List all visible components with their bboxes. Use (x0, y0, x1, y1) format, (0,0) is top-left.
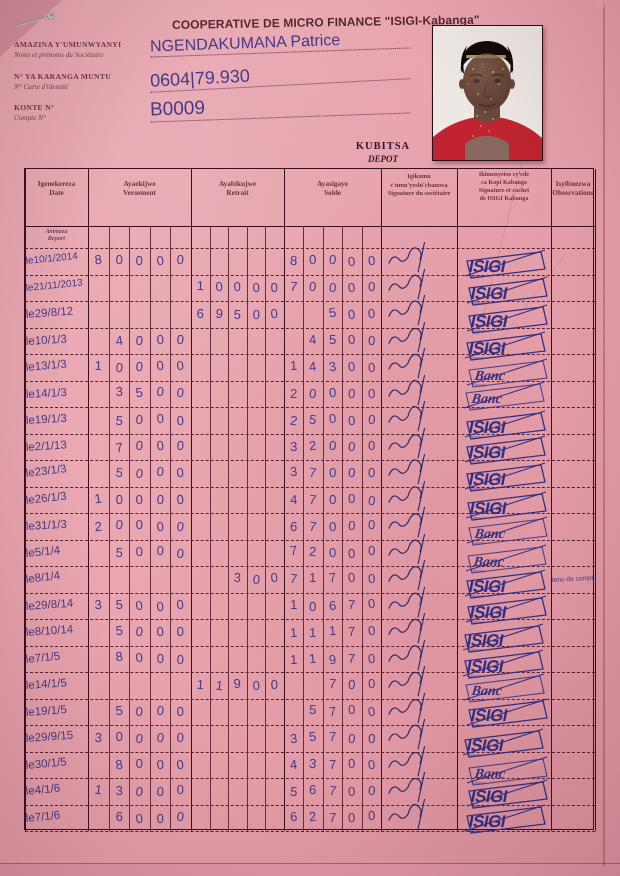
svg-text:Kabanga: Kabanga (469, 829, 485, 833)
